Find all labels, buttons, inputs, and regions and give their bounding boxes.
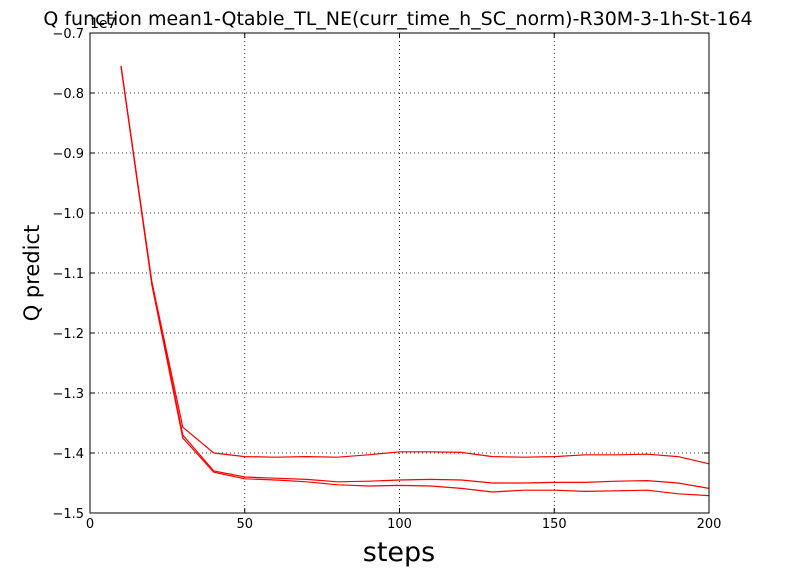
y-tick-label: −0.9 <box>52 147 84 162</box>
tick-labels: 0 50 100 150 200 −1.5 −1.4 −1.3 −1.2 −1.1 −1.0 −0.9… <box>52 27 721 532</box>
series-line-2 <box>120 65 710 489</box>
y-tick-label: −1.1 <box>52 267 84 282</box>
y-tick-label: −1.3 <box>52 387 84 402</box>
y-tick-label: −1.0 <box>52 207 84 222</box>
y-offset-label: 1e7 <box>90 16 116 32</box>
x-tick-label: 50 <box>236 517 253 532</box>
y-tick-label: −0.7 <box>52 27 84 42</box>
y-tick-label: −1.5 <box>52 507 84 522</box>
series-line-3 <box>120 65 710 497</box>
y-axis-label: Q predict <box>20 225 44 322</box>
grid <box>90 33 709 513</box>
x-tick-label: 150 <box>542 517 567 532</box>
x-axis-label: steps <box>363 537 435 568</box>
x-tick-label: 200 <box>697 517 722 532</box>
series-layer <box>120 65 710 497</box>
x-tick-label: 100 <box>387 517 412 532</box>
ticks <box>89 32 710 514</box>
y-tick-label: −1.4 <box>52 447 84 462</box>
y-tick-label: −0.8 <box>52 87 84 102</box>
chart-title: Q function mean1-Qtable_TL_NE(curr_time_… <box>43 8 752 30</box>
x-tick-label: 0 <box>86 517 94 532</box>
series-line-1 <box>120 65 710 465</box>
y-tick-label: −1.2 <box>52 327 84 342</box>
